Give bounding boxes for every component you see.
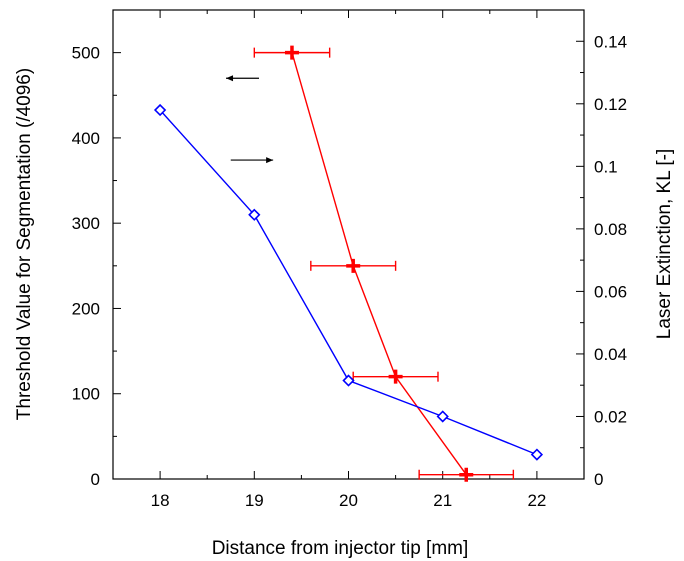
- arrow-head-icon: [226, 75, 234, 82]
- x-tick-label: 20: [339, 491, 358, 510]
- y-left-tick-label: 500: [72, 44, 100, 63]
- y-left-tick-label: 400: [72, 129, 100, 148]
- y-left-tick-label: 300: [72, 214, 100, 233]
- x-tick-label: 22: [527, 491, 546, 510]
- y-left-tick-label: 200: [72, 299, 100, 318]
- series-line: [159, 109, 538, 456]
- x-tick-label: 19: [245, 491, 264, 510]
- y-left-tick-label: 100: [72, 385, 100, 404]
- y-axis-label-right: Laser Extinction, KL [-]: [654, 149, 675, 339]
- y-right-tick-label: 0.04: [594, 345, 627, 364]
- data-point-plus: [459, 467, 474, 482]
- y-right-tick-label: 0.12: [594, 95, 627, 114]
- data-point-diamond: [248, 208, 261, 221]
- series-line: [291, 52, 467, 476]
- plot-frame: [112, 9, 585, 480]
- data-point-diamond: [153, 103, 167, 117]
- ticks: 18 19 20 21 22 0 100 200 300 400 500 0 0.02 0.04 0.06 0…: [72, 9, 627, 510]
- axes: [112, 9, 585, 480]
- series-extinction: [153, 103, 544, 461]
- series: [153, 45, 544, 482]
- x-tick-label: 21: [433, 491, 452, 510]
- data-point-plus: [284, 45, 299, 60]
- y-right-tick-label: 0.06: [594, 282, 627, 301]
- y-right-tick-label: 0: [594, 470, 603, 489]
- y-axis-label-left: Threshold Value for Segmentation (/4096): [14, 68, 35, 420]
- y-right-tick-label: 0.02: [594, 407, 627, 426]
- data-point-diamond: [530, 448, 544, 461]
- y-right-tick-label: 0.1: [594, 157, 618, 176]
- data-point-diamond: [436, 410, 449, 423]
- y-right-tick-label: 0.14: [594, 32, 627, 51]
- data-point-diamond: [342, 374, 355, 387]
- x-tick-label: 18: [151, 491, 170, 510]
- x-axis-label: Distance from injector tip [mm]: [212, 538, 469, 559]
- y-right-tick-label: 0.08: [594, 220, 627, 239]
- arrow-head-icon: [266, 157, 274, 164]
- data-point-plus: [388, 369, 403, 384]
- annotations: [226, 75, 274, 164]
- data-point-plus: [346, 258, 361, 273]
- series-threshold: [253, 45, 515, 482]
- y-left-tick-label: 0: [91, 470, 100, 489]
